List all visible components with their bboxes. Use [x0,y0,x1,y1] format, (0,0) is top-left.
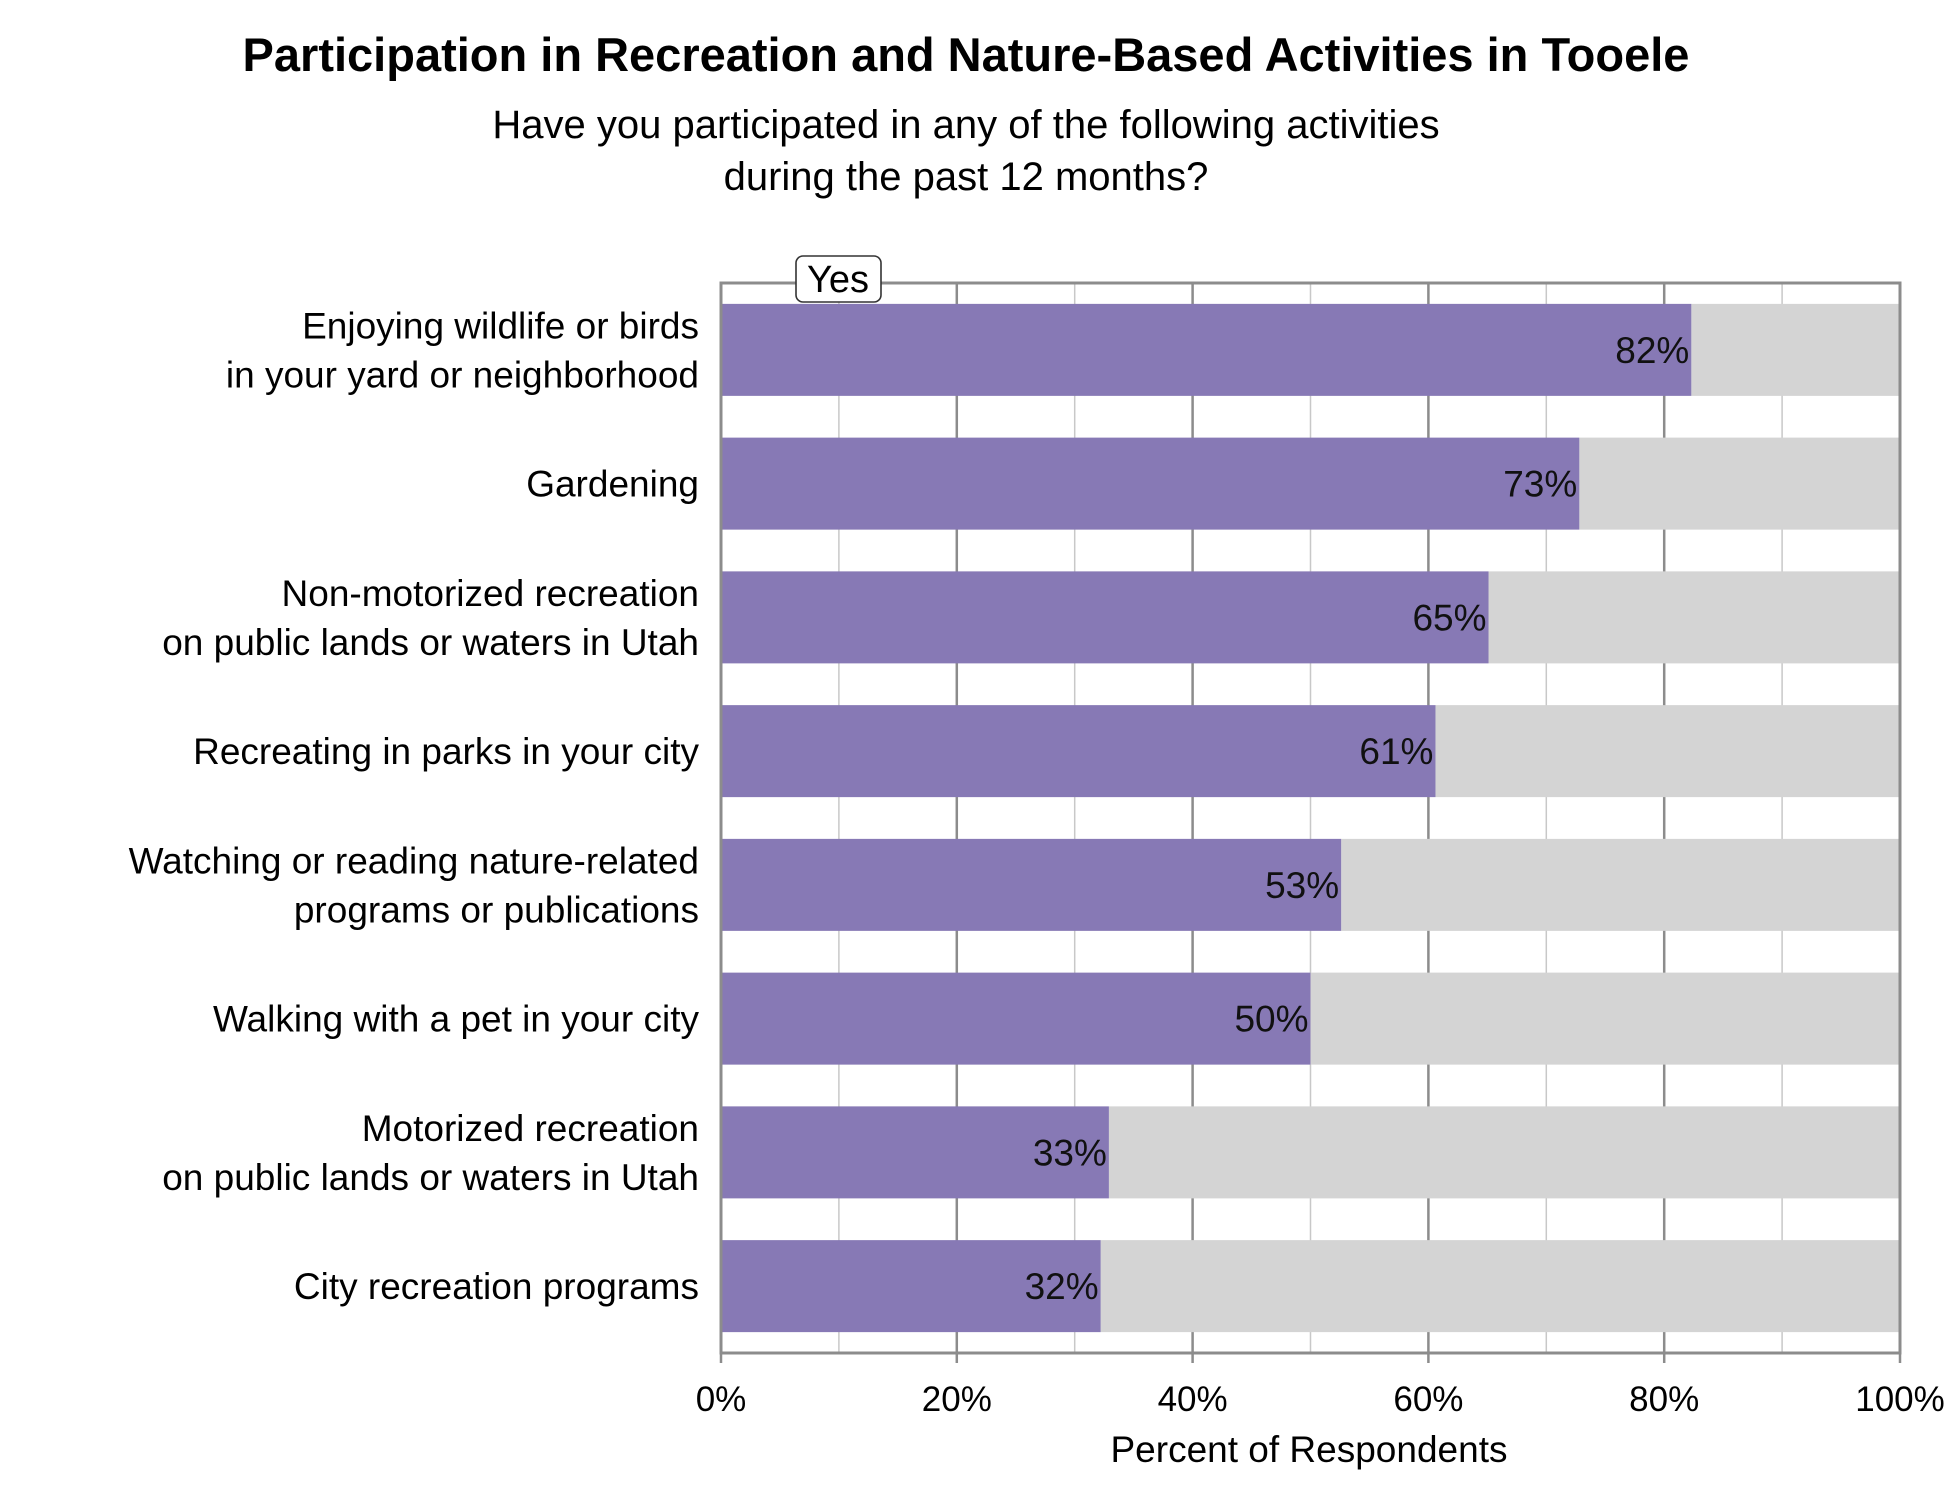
data-label: 61% [1359,731,1433,772]
category-label: Enjoying wildlife or birds [302,305,699,346]
x-tick-label: 100% [1855,1380,1945,1419]
bar-remainder [1310,972,1900,1065]
chart-title: Participation in Recreation and Nature-B… [243,28,1690,81]
category-label: on public lands or waters in Utah [162,622,699,663]
category-label: Non-motorized recreation [282,573,699,614]
category-label: programs or publications [294,889,699,930]
bar-yes [721,705,1436,798]
category-label: City recreation programs [294,1266,699,1307]
bar-yes [721,1106,1109,1199]
category-label: on public lands or waters in Utah [162,1157,699,1198]
x-axis-title: Percent of Respondents [1111,1429,1508,1470]
bar-yes [721,437,1580,530]
data-label: 53% [1265,865,1339,906]
x-tick-label: 80% [1629,1380,1699,1419]
data-label: 65% [1412,597,1486,638]
chart-subtitle-line-1: Have you participated in any of the foll… [492,103,1439,147]
category-label: Gardening [526,464,699,505]
data-label: 82% [1615,330,1689,371]
data-label: 33% [1033,1132,1107,1173]
plot-frame [719,281,1902,1355]
bar-yes [721,303,1692,396]
category-label: Motorized recreation [362,1108,699,1149]
bar-remainder [1341,838,1900,931]
x-tick-label: 40% [1158,1380,1228,1419]
category-label: Watching or reading nature-related [129,840,699,881]
bar-yes [721,571,1489,664]
x-tick-label: 0% [696,1380,747,1419]
bar-remainder [1435,705,1900,798]
bar-remainder [1100,1240,1900,1333]
legend-box [795,255,882,303]
category-label: in your yard or neighborhood [226,354,699,395]
legend: Yes [795,255,882,303]
category-label: Recreating in parks in your city [193,731,699,772]
bar-remainder [1488,571,1900,664]
bar-yes [721,972,1311,1065]
data-label: 50% [1234,999,1308,1040]
category-label: Walking with a pet in your city [213,999,699,1040]
bar-remainder [1691,303,1900,396]
data-label: 32% [1025,1266,1099,1307]
x-tick-label: 60% [1393,1380,1463,1419]
x-tick-label: 20% [922,1380,992,1419]
bar-remainder [1108,1106,1900,1199]
chart-subtitle-line-2: during the past 12 months? [724,155,1209,199]
legend-entry-yes: Yes [807,259,869,301]
data-label: 73% [1503,464,1577,505]
plot-area: 82% Enjoying wildlife or birds in your yar… [129,255,1945,1419]
bar-yes [721,1240,1101,1333]
bar-remainder [1579,437,1900,530]
bar-yes [721,838,1342,931]
